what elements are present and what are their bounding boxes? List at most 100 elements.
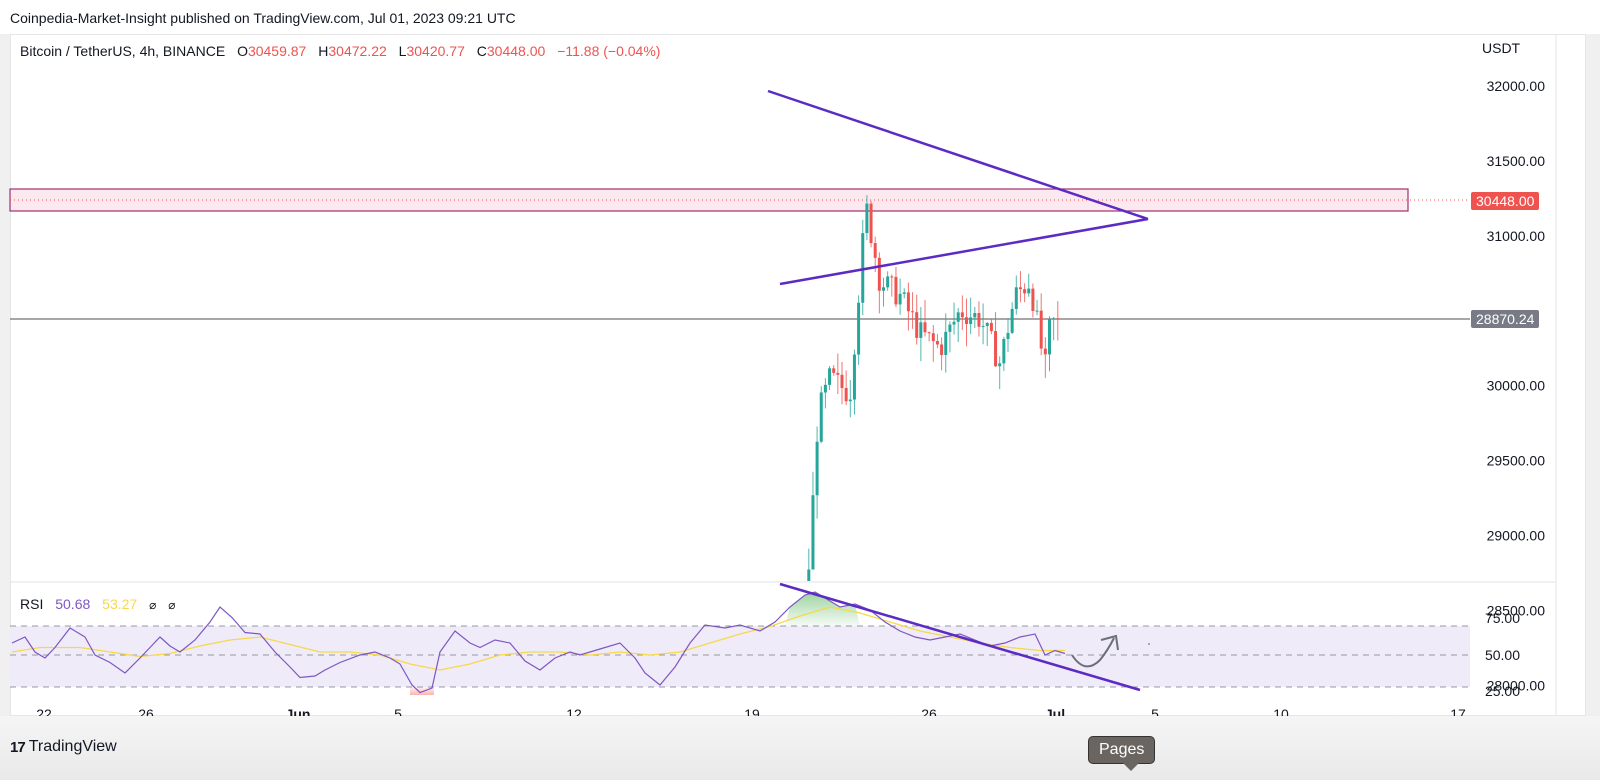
footer-bar xyxy=(0,716,1600,780)
rsi-axis-tick: 25.00 xyxy=(1485,683,1520,699)
candle-body[interactable] xyxy=(828,368,832,385)
candle-body[interactable] xyxy=(815,441,819,496)
candle-body[interactable] xyxy=(886,276,890,288)
price-axis-tick: 29500.00 xyxy=(1487,453,1546,469)
time-axis-tick: 5 xyxy=(1151,706,1159,722)
candle-body[interactable] xyxy=(906,292,910,312)
horizontal-line-price-tag: 28870.24 xyxy=(1471,310,1540,328)
candle-body[interactable] xyxy=(1056,318,1060,320)
rsi-legend: RSI 50.68 53.27 ⌀ ⌀ xyxy=(20,596,175,612)
candle-body[interactable] xyxy=(807,569,811,581)
candle-body[interactable] xyxy=(965,317,968,325)
candle-body[interactable] xyxy=(935,341,939,345)
publish-bar: Coinpedia-Market-Insight published on Tr… xyxy=(0,0,1600,34)
candle-body[interactable] xyxy=(865,203,869,234)
tradingview-brand[interactable]: 17 TradingView xyxy=(10,738,117,756)
candle-body[interactable] xyxy=(956,312,960,322)
candle-body[interactable] xyxy=(890,276,894,278)
candle-body[interactable] xyxy=(931,333,935,342)
candle-body[interactable] xyxy=(836,372,840,375)
candle-body[interactable] xyxy=(973,313,977,318)
rsi-line[interactable] xyxy=(11,591,1066,694)
time-axis-tick: 5 xyxy=(394,706,402,722)
rsi-band-fill xyxy=(10,626,1470,687)
price-axis-tick: 31000.00 xyxy=(1487,228,1546,244)
candle-body[interactable] xyxy=(919,322,923,338)
candle-body[interactable] xyxy=(989,322,993,332)
candle-body[interactable] xyxy=(877,257,881,291)
rsi-hidden-param-icon: ⌀ xyxy=(168,598,176,612)
arrow-head-icon xyxy=(1100,634,1119,651)
candle-body[interactable] xyxy=(985,322,989,327)
candle-body[interactable] xyxy=(844,387,848,402)
candle-body[interactable] xyxy=(1039,310,1043,349)
price-axis-tick: 31500.00 xyxy=(1487,153,1546,169)
candle-body[interactable] xyxy=(1014,287,1018,309)
rsi-oversold-fill xyxy=(410,687,434,695)
pages-tooltip: Pages xyxy=(1088,736,1156,771)
rsi-axis-tick: 75.00 xyxy=(1485,610,1520,626)
candle-body[interactable] xyxy=(902,292,906,294)
rsi-value: 50.68 xyxy=(55,596,91,612)
candle-body[interactable] xyxy=(1052,318,1056,320)
candle-body[interactable] xyxy=(823,384,827,393)
candle-body[interactable] xyxy=(977,313,981,327)
candle-body[interactable] xyxy=(840,374,844,388)
candle-body[interactable] xyxy=(1023,289,1027,294)
candle-body[interactable] xyxy=(857,302,861,355)
candle-body[interactable] xyxy=(852,354,856,400)
currency-label[interactable]: USDT xyxy=(1482,40,1521,56)
price-axis-tick: 30000.00 xyxy=(1487,378,1546,394)
candle-body[interactable] xyxy=(960,312,964,318)
candle-body[interactable] xyxy=(869,203,873,244)
candle-body[interactable] xyxy=(811,495,815,570)
symbol-title[interactable]: Bitcoin / TetherUS, 4h, BINANCE xyxy=(20,43,226,59)
close-value: 30448.00 xyxy=(486,43,546,59)
candle-body[interactable] xyxy=(998,363,1002,367)
candle-body[interactable] xyxy=(923,322,927,333)
candle-body[interactable] xyxy=(882,287,885,291)
candle-body[interactable] xyxy=(940,344,944,355)
candle-body[interactable] xyxy=(894,276,898,305)
marker-dot xyxy=(1148,643,1150,645)
candle-body[interactable] xyxy=(1043,348,1047,355)
high-value: 30472.22 xyxy=(328,43,387,59)
price-axis-tick: 32000.00 xyxy=(1487,78,1546,94)
triangle-upper-trendline[interactable] xyxy=(767,89,1149,221)
tradingview-logo-icon: 17 xyxy=(10,738,26,756)
rsi-ma-line[interactable] xyxy=(11,606,1065,671)
high-label: H xyxy=(318,43,329,59)
candle-body[interactable] xyxy=(944,331,948,355)
rsi-ma-value: 53.27 xyxy=(102,596,138,612)
candle-body[interactable] xyxy=(1027,288,1031,294)
candle-body[interactable] xyxy=(1006,332,1010,340)
rsi-descending-trendline[interactable] xyxy=(779,582,1141,692)
candle-body[interactable] xyxy=(873,243,877,258)
candle-body[interactable] xyxy=(1002,339,1006,364)
low-label: L xyxy=(398,43,407,59)
rsi-label[interactable]: RSI xyxy=(20,596,44,612)
candle-body[interactable] xyxy=(994,331,998,367)
candle-body[interactable] xyxy=(915,312,919,338)
candle-body[interactable] xyxy=(948,324,952,332)
candle-body[interactable] xyxy=(1048,319,1051,355)
candle-body[interactable] xyxy=(898,293,902,305)
rsi-axis-tick: 50.00 xyxy=(1485,647,1520,663)
triangle-lower-trendline[interactable] xyxy=(779,217,1149,286)
candle-body[interactable] xyxy=(927,332,931,334)
candle-body[interactable] xyxy=(1018,287,1022,290)
candle-body[interactable] xyxy=(911,311,915,313)
price-axis-tick: 28000.00 xyxy=(1487,677,1546,693)
candle-body[interactable] xyxy=(819,392,823,442)
candle-body[interactable] xyxy=(832,368,836,373)
candle-body[interactable] xyxy=(952,321,956,325)
candle-body[interactable] xyxy=(969,317,973,325)
candle-body[interactable] xyxy=(861,233,865,303)
candle-body[interactable] xyxy=(1031,288,1035,311)
candle-body[interactable] xyxy=(848,399,852,402)
candle-body[interactable] xyxy=(981,326,985,328)
candle-body[interactable] xyxy=(1035,310,1039,312)
rsi-hidden-param-icon: ⌀ xyxy=(149,598,157,612)
candle-body[interactable] xyxy=(1010,308,1014,333)
